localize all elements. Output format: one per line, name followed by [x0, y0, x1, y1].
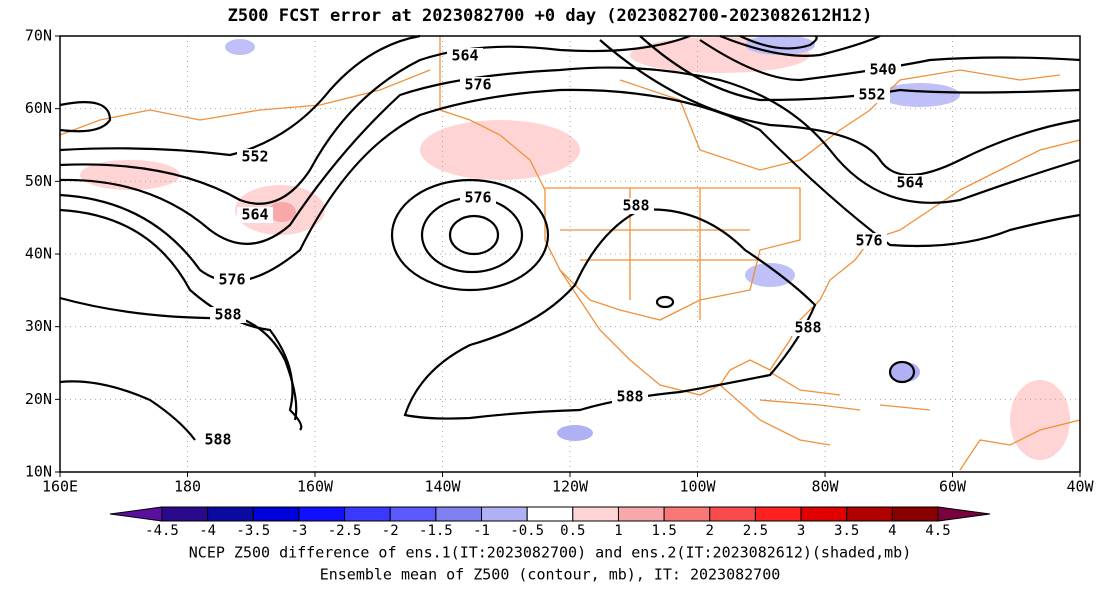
- colorbar-box: [344, 506, 391, 522]
- axes: 160E 180 160W 140W 120W 100W 80W 60W 40W 70N 60N 50…: [25, 27, 1095, 496]
- y-tick-label: 40N: [25, 245, 52, 263]
- colorbar-label: 4: [888, 523, 896, 539]
- contour-label-bg: [460, 190, 496, 206]
- colorbar-box: [207, 506, 254, 522]
- colorbar-label: 3: [797, 523, 805, 539]
- contour-label: 576: [855, 232, 882, 250]
- contour-label-bg: [790, 320, 826, 336]
- contour-label: 540: [869, 61, 896, 79]
- x-tick-label: 120W: [552, 478, 589, 496]
- caption-line: NCEP Z500 difference of ens.1(IT:2023082…: [189, 544, 911, 562]
- colorbar-label: -1: [473, 523, 490, 539]
- grid: [60, 36, 1080, 472]
- x-tick-label: 40W: [1066, 478, 1094, 496]
- y-tick-label: 20N: [25, 390, 52, 408]
- colorbar-label: -2.5: [328, 523, 362, 539]
- contour-label: 564: [241, 206, 268, 224]
- contour-label: 588: [622, 197, 649, 215]
- colorbar-label: -1.5: [419, 523, 453, 539]
- shading: [80, 35, 1070, 460]
- coastlines: [59, 36, 1081, 471]
- caption-line: Ensemble mean of Z500 (contour, mb), IT:…: [320, 566, 781, 584]
- colorbar-box: [161, 506, 209, 522]
- colorbar: -4.5 -4 -3.5 -3 -2.5 -2 -1.5 -1 -0.5 0.5 1 1.5 2 2.5 3…: [109, 506, 991, 539]
- contour-label-bg: [214, 272, 250, 288]
- colorbar-label: 2: [706, 523, 714, 539]
- y-tick-label: 10N: [25, 463, 52, 481]
- contour-label: 588: [794, 319, 821, 337]
- y-tick-label: 60N: [25, 99, 52, 117]
- colorbar-label: 2.5: [743, 523, 768, 539]
- y-tick-label: 50N: [25, 172, 52, 190]
- colorbar-label: 1.5: [651, 523, 676, 539]
- colorbar-end: [109, 506, 163, 522]
- contour-label-bg: [460, 77, 496, 93]
- contour-labels: 564 576 540 552 552 564 576 588 576 588 564 576 588 5…: [200, 47, 928, 449]
- contour-label: 576: [464, 76, 491, 94]
- y-tick-label: 30N: [25, 317, 52, 335]
- contour-label: 588: [616, 388, 643, 406]
- colorbar-box: [526, 506, 574, 522]
- contour-label-bg: [851, 233, 887, 249]
- x-tick-label: 180: [174, 478, 201, 496]
- colorbar-box: [617, 506, 665, 522]
- x-tick-label: 160W: [297, 478, 334, 496]
- colorbar-label: -2: [382, 523, 399, 539]
- contour-label: 588: [204, 431, 231, 449]
- colorbar-box: [846, 506, 893, 522]
- colorbar-box: [663, 506, 711, 522]
- colorbar-box: [252, 506, 300, 522]
- x-tick-label: 160E: [42, 478, 78, 496]
- contour-label-bg: [237, 149, 273, 165]
- colorbar-box: [709, 506, 756, 522]
- colorbar-box: [572, 506, 619, 522]
- colorbar-box: [389, 506, 437, 522]
- x-tick-label: 80W: [811, 478, 839, 496]
- x-tick-label: 140W: [424, 478, 461, 496]
- contour-label: 552: [858, 86, 885, 104]
- colorbar-label: -3: [291, 523, 308, 539]
- contour-label: 588: [214, 306, 241, 324]
- colorbar-box: [800, 506, 848, 522]
- contour-label-bg: [854, 87, 890, 103]
- colorbar-box: [754, 506, 802, 522]
- title: Z500 FCST error at 2023082700 +0 day (20…: [228, 6, 873, 26]
- contour-label-bg: [865, 62, 901, 78]
- contour-label: 552: [241, 148, 268, 166]
- x-tick-label: 100W: [679, 478, 716, 496]
- colorbar-label: -4: [199, 523, 216, 539]
- contour-label: 564: [451, 47, 478, 65]
- colorbar-box: [298, 506, 346, 522]
- contour-label-bg: [447, 48, 483, 64]
- contour-label-bg: [612, 389, 648, 405]
- contour-label-bg: [892, 175, 928, 191]
- contour-label-bg: [618, 198, 654, 214]
- contour-label-bg: [200, 432, 236, 448]
- colorbar-label: -0.5: [510, 523, 544, 539]
- colorbar-box: [435, 506, 483, 522]
- contour-label: 576: [218, 271, 245, 289]
- colorbar-label: 3.5: [834, 523, 859, 539]
- contour-label-bg: [210, 307, 246, 323]
- colorbar-label: 4.5: [925, 523, 950, 539]
- contour-label: 564: [896, 174, 923, 192]
- y-tick-label: 70N: [25, 27, 52, 45]
- contour-label-bg: [237, 207, 273, 223]
- x-tick-label: 60W: [939, 478, 967, 496]
- colorbar-label: 1: [614, 523, 622, 539]
- colorbar-end: [937, 506, 991, 522]
- colorbar-label: 0.5: [560, 523, 585, 539]
- colorbar-label: -3.5: [236, 523, 270, 539]
- colorbar-label: -4.5: [145, 523, 179, 539]
- colorbar-box: [891, 506, 939, 522]
- contour-label: 576: [464, 189, 491, 207]
- colorbar-box: [481, 506, 528, 522]
